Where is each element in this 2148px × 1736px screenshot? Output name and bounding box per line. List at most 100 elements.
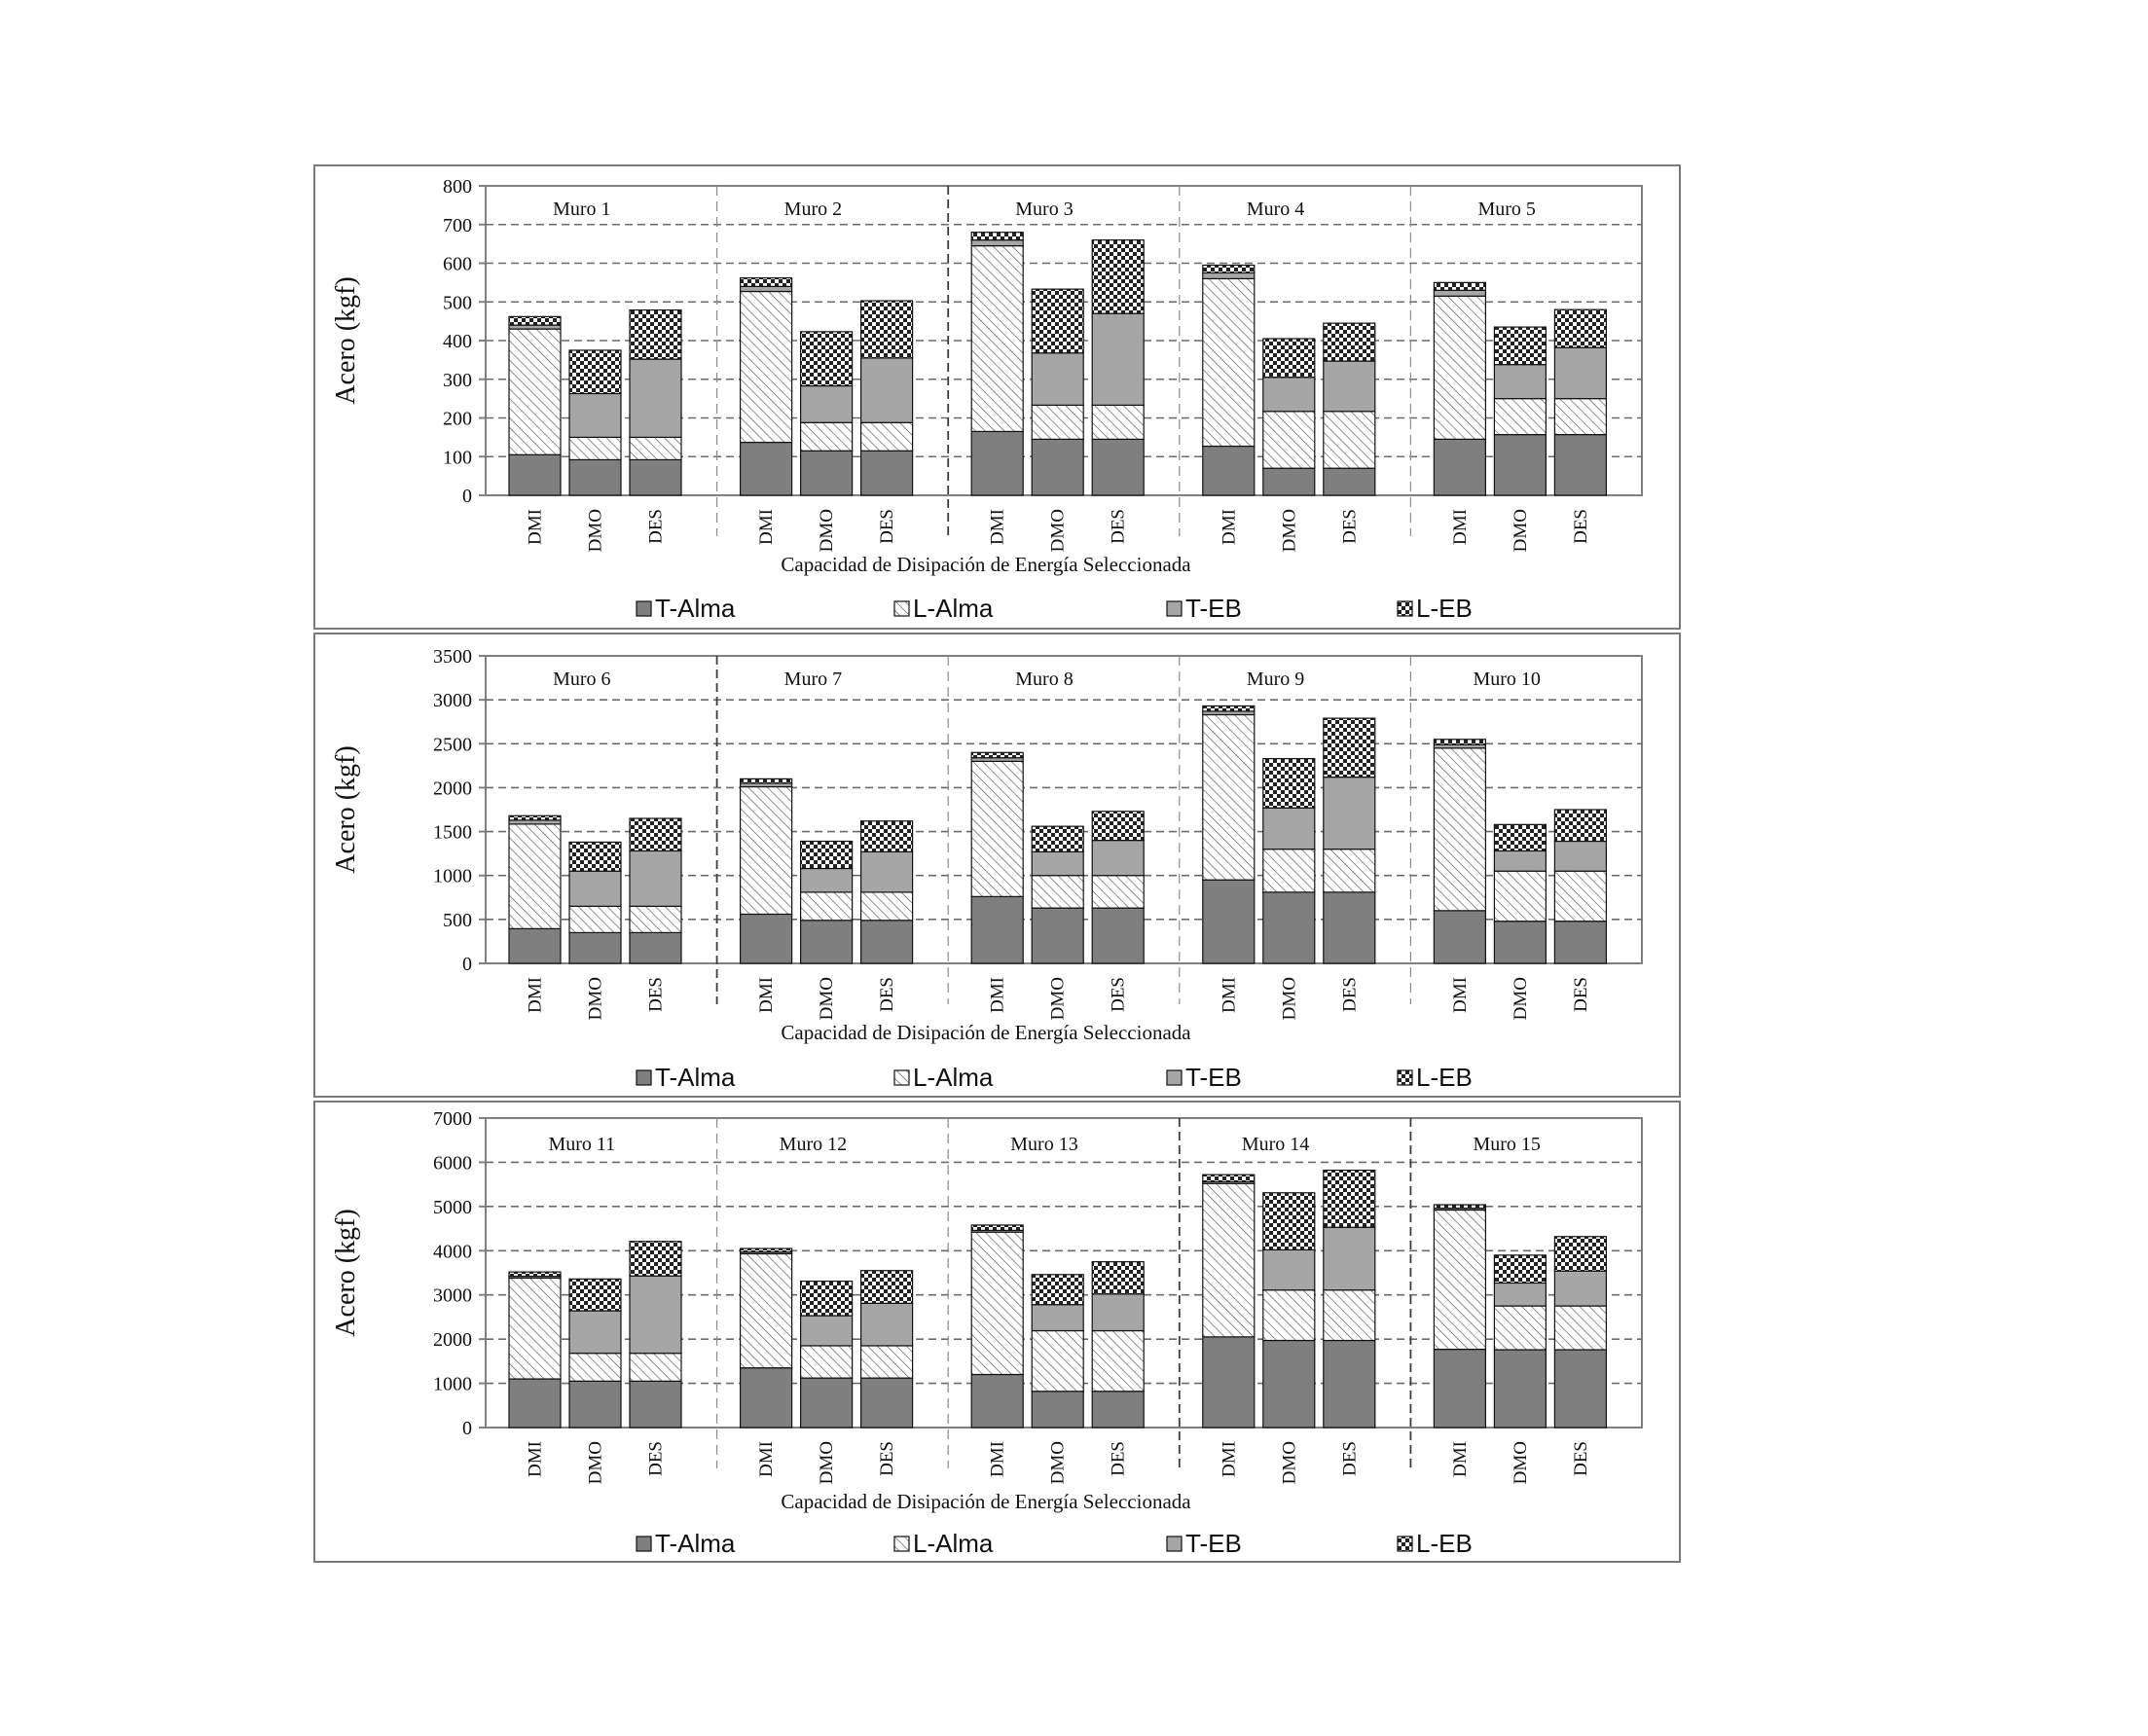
- bar-segment-t-alma: [740, 913, 793, 964]
- bar-segment-l-eb: [629, 817, 682, 852]
- bar-segment-t-alma: [629, 931, 682, 964]
- group-title: Muro 1: [553, 199, 610, 220]
- bar-segment-l-alma: [859, 891, 914, 922]
- bar-segment-t-alma: [1553, 921, 1608, 964]
- bar-segment-t-alma: [1262, 467, 1316, 496]
- x-category-label: DMO: [1279, 977, 1299, 1020]
- bar-segment-t-alma: [1262, 1339, 1316, 1429]
- bar-segment-l-eb: [740, 1248, 793, 1253]
- group-title: Muro 8: [1015, 669, 1073, 690]
- y-tick-label: 400: [443, 331, 472, 352]
- legend-swatch: [1166, 1069, 1183, 1086]
- bar-segment-t-eb: [859, 1302, 914, 1347]
- bar-segment-l-alma: [1553, 1305, 1608, 1351]
- bar-segment-t-alma: [1031, 438, 1084, 496]
- bar-segment-t-alma: [1493, 1349, 1547, 1429]
- bar-segment-t-eb: [1091, 840, 1145, 877]
- x-category-label: DMI: [526, 977, 546, 1013]
- bar-segment-t-alma: [859, 450, 914, 496]
- bar-segment-l-alma: [508, 1277, 562, 1380]
- bar-segment-l-alma: [508, 823, 562, 929]
- bar-segment-t-alma: [859, 1377, 914, 1429]
- bar-segment-t-eb: [859, 850, 914, 893]
- bar-segment-t-alma: [1091, 438, 1145, 496]
- bar-segment-t-eb: [1323, 1226, 1376, 1291]
- x-category-label: DES: [646, 977, 667, 1012]
- bar-segment-t-eb: [1091, 1293, 1145, 1332]
- bar-segment-l-eb: [859, 300, 914, 359]
- bar-segment-l-alma: [800, 1345, 854, 1379]
- group-title: Muro 12: [780, 1134, 847, 1155]
- bar-segment-l-eb: [1433, 281, 1487, 291]
- bar-segment-l-eb: [1553, 308, 1608, 348]
- bar-segment-t-eb: [970, 239, 1024, 247]
- group-title: Muro 11: [548, 1134, 615, 1155]
- y-tick-label: 2000: [433, 778, 472, 799]
- legend-swatch: [636, 600, 652, 617]
- y-axis-label: Acero (kgf): [331, 745, 361, 873]
- y-tick-label: 6000: [433, 1152, 472, 1174]
- bar-segment-t-eb: [740, 285, 793, 293]
- bar-segment-t-alma: [568, 1380, 622, 1429]
- x-category-label: DES: [1339, 977, 1360, 1012]
- bar-segment-t-eb: [1031, 352, 1084, 406]
- bar-segment-l-eb: [1031, 825, 1084, 852]
- bar-segment-l-alma: [1553, 870, 1608, 922]
- bar-segment-l-alma: [970, 245, 1024, 433]
- bar-segment-l-eb: [1262, 1192, 1316, 1250]
- x-category-label: DES: [646, 509, 667, 544]
- x-category-label: DES: [646, 1441, 667, 1476]
- y-tick-label: 3000: [433, 1285, 472, 1307]
- bar-segment-t-eb: [1262, 377, 1316, 413]
- bar-segment-t-eb: [1493, 364, 1547, 400]
- bar-segment-l-alma: [1433, 747, 1487, 912]
- bar-segment-l-alma: [970, 760, 1024, 897]
- x-category-label: DMO: [817, 977, 837, 1020]
- y-tick-label: 500: [443, 910, 472, 931]
- legend-label: T-EB: [1185, 594, 1242, 623]
- x-category-label: DES: [1339, 1441, 1360, 1476]
- bar-segment-t-eb: [1553, 1270, 1608, 1307]
- x-category-label: DMO: [1048, 977, 1069, 1020]
- bar-segment-t-eb: [568, 870, 622, 907]
- bar-segment-t-alma: [800, 920, 854, 964]
- bar-segment-t-alma: [1202, 879, 1256, 964]
- x-category-label: DES: [1571, 977, 1591, 1012]
- legend-swatch: [893, 600, 910, 617]
- bar-segment-t-alma: [1091, 907, 1145, 964]
- bar-segment-t-alma: [970, 895, 1024, 964]
- y-tick-label: 600: [443, 254, 472, 275]
- bar-segment-l-eb: [1553, 1236, 1608, 1272]
- y-tick-label: 1000: [433, 1374, 472, 1395]
- chart-panel-1: 0 100 200 300 400 500 600 700 800 Acero (kgf) Muro…: [313, 164, 1681, 630]
- group-title: Muro 6: [553, 669, 610, 690]
- bar-segment-l-eb: [629, 308, 682, 360]
- legend-label: T-Alma: [655, 594, 736, 623]
- bar-segment-l-eb: [970, 1224, 1024, 1231]
- legend-label: L-Alma: [913, 594, 994, 623]
- bar-segment-l-alma: [1091, 1329, 1145, 1392]
- bar-segment-l-eb: [508, 1271, 562, 1278]
- bar-segment-t-eb: [1262, 807, 1316, 850]
- y-tick-label: 1500: [433, 822, 472, 844]
- x-category-label: DMO: [817, 1441, 837, 1484]
- x-category-label: DMI: [756, 509, 777, 545]
- x-category-label: DES: [1571, 1441, 1591, 1476]
- bar-segment-l-eb: [859, 1270, 914, 1304]
- chart-panel-3: 0 1000 2000 3000 4000 5000 6000 7000 Acero (kgf)…: [313, 1101, 1681, 1563]
- x-category-label: DES: [877, 1441, 897, 1476]
- bar-segment-l-eb: [800, 840, 854, 870]
- bar-segment-t-alma: [508, 1378, 562, 1429]
- bar-segment-t-alma: [1202, 445, 1256, 496]
- bar-segment-l-eb: [740, 778, 793, 784]
- bar-segment-l-alma: [629, 1353, 682, 1382]
- bar-segment-t-eb: [629, 1275, 682, 1355]
- bar-segment-t-alma: [1553, 1349, 1608, 1429]
- bar-segment-t-alma: [970, 1373, 1024, 1429]
- legend-swatch: [636, 1536, 652, 1552]
- stacked-bar-chart: 0 100 200 300 400 500 600 700 800 Acero (kgf) Muro…: [331, 176, 1643, 623]
- bar-segment-t-eb: [1323, 776, 1376, 850]
- legend-label: T-Alma: [655, 1063, 736, 1092]
- group-title: Muro 7: [784, 669, 842, 690]
- bar-segment-t-eb: [1031, 1304, 1084, 1332]
